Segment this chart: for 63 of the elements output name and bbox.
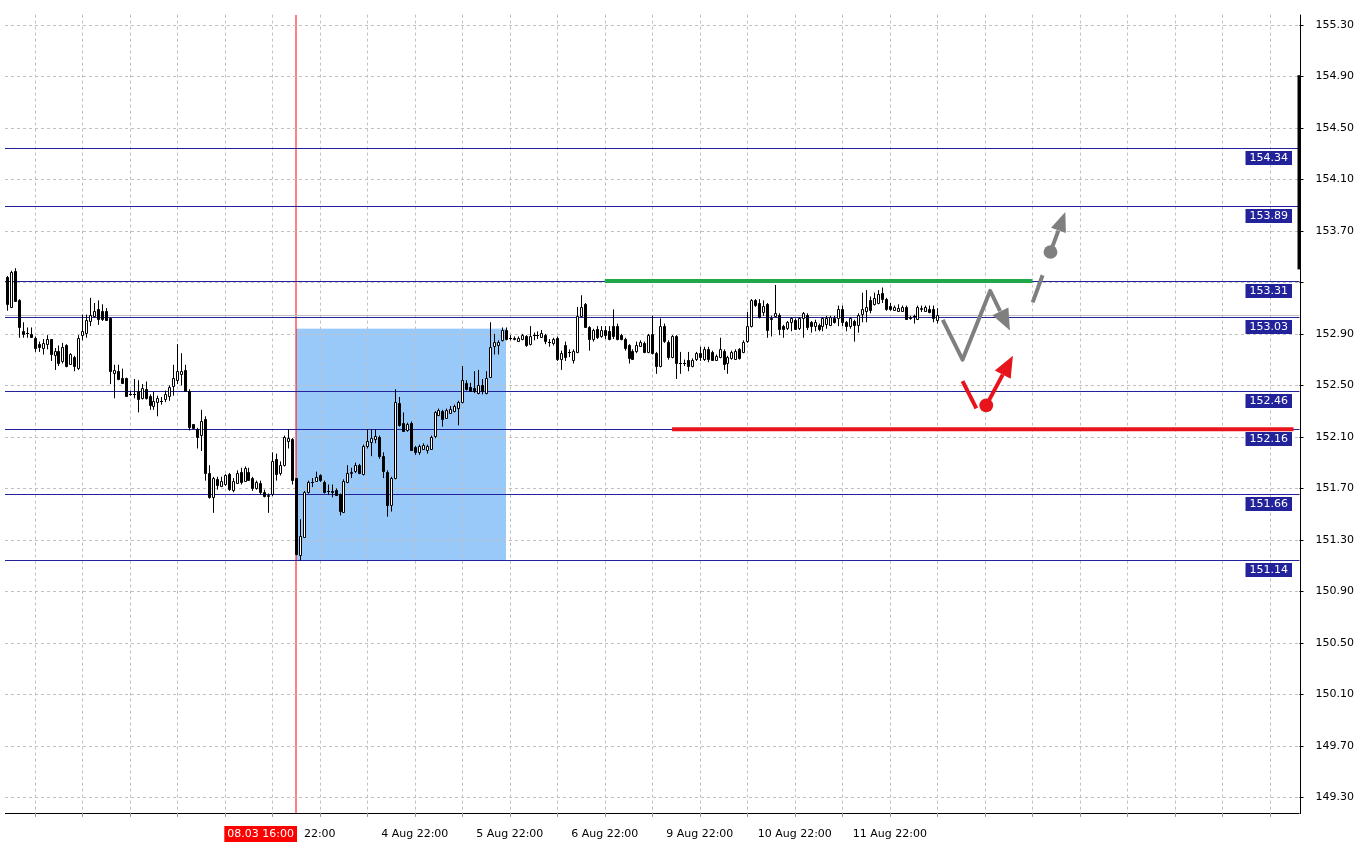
y-tick-label: 152.10: [1315, 429, 1355, 443]
candlestick: [726, 355, 729, 375]
y-tick-label: 151.30: [1315, 532, 1355, 546]
text: 08.03 16:00: [227, 827, 294, 841]
y-tick-label: 150.50: [1315, 635, 1355, 649]
candlestick: [370, 428, 373, 457]
ref-line-label: 152.46: [1249, 394, 1289, 408]
candlestick: [57, 344, 60, 367]
candlestick: [156, 395, 159, 417]
candlestick: [81, 314, 84, 341]
candlestick: [228, 472, 231, 492]
x-tick-label: 11 Aug 22:00: [852, 827, 927, 841]
ref-line-label: 153.03: [1249, 320, 1289, 334]
candlestick: [493, 333, 496, 355]
candlestick: [473, 370, 476, 394]
candlestick: [50, 338, 53, 362]
ref-line-label: 154.34: [1249, 151, 1289, 165]
candlestick: [802, 311, 805, 339]
ref-line-label: 152.16: [1249, 432, 1289, 446]
candlestick: [97, 299, 100, 326]
y-tick-label: 154.50: [1315, 120, 1355, 134]
candlestick: [861, 292, 864, 323]
candlestick: [85, 314, 88, 339]
x-tick-label: 6 Aug 22:00: [571, 827, 639, 841]
candlestick: [837, 305, 840, 327]
y-tick-label: 154.10: [1315, 172, 1355, 186]
candlestick: [778, 312, 781, 336]
y-tick-label: 152.90: [1315, 326, 1355, 340]
y-tick-label: 152.50: [1315, 378, 1355, 392]
candlestick: [865, 289, 868, 323]
candlestick: [687, 351, 690, 372]
candlestick: [723, 348, 726, 371]
candlestick: [267, 493, 270, 514]
candlestick: [841, 305, 844, 327]
candlestick: [667, 339, 670, 361]
y-tick-label: 151.70: [1315, 481, 1355, 495]
candlestick: [137, 379, 140, 413]
x-tick-label: 9 Aug 22:00: [666, 827, 734, 841]
candlestick: [212, 476, 215, 514]
candlestick: [857, 312, 860, 334]
y-tick-label: 154.90: [1315, 69, 1355, 83]
ref-line-label: 151.66: [1249, 497, 1289, 511]
y-tick-label: 149.30: [1315, 790, 1355, 804]
x-tick-label: 4 Aug 22:00: [381, 827, 449, 841]
ref-line-label: 153.31: [1249, 284, 1289, 298]
candlestick: [564, 341, 567, 362]
x-tick-label: 10 Aug 22:00: [757, 827, 832, 841]
candlestick: [556, 335, 559, 362]
candlestick: [853, 319, 856, 343]
candlestick: [176, 343, 179, 385]
y-tick-label: 153.70: [1315, 223, 1355, 237]
candlestick: [172, 364, 175, 397]
x-tick-label: 22:00: [303, 827, 336, 841]
y-tick-label: 149.70: [1315, 738, 1355, 752]
ref-line-label: 153.89: [1249, 209, 1289, 223]
candlestick: [612, 308, 615, 340]
y-tick-label: 150.10: [1315, 687, 1355, 701]
candlestick: [61, 342, 64, 364]
x-tick-label: 5 Aug 22:00: [476, 827, 544, 841]
y-tick-label: 155.30: [1315, 17, 1355, 31]
candlestick: [477, 369, 480, 395]
ref-line-label: 151.14: [1249, 563, 1289, 577]
y-tick-label: 150.90: [1315, 584, 1355, 598]
